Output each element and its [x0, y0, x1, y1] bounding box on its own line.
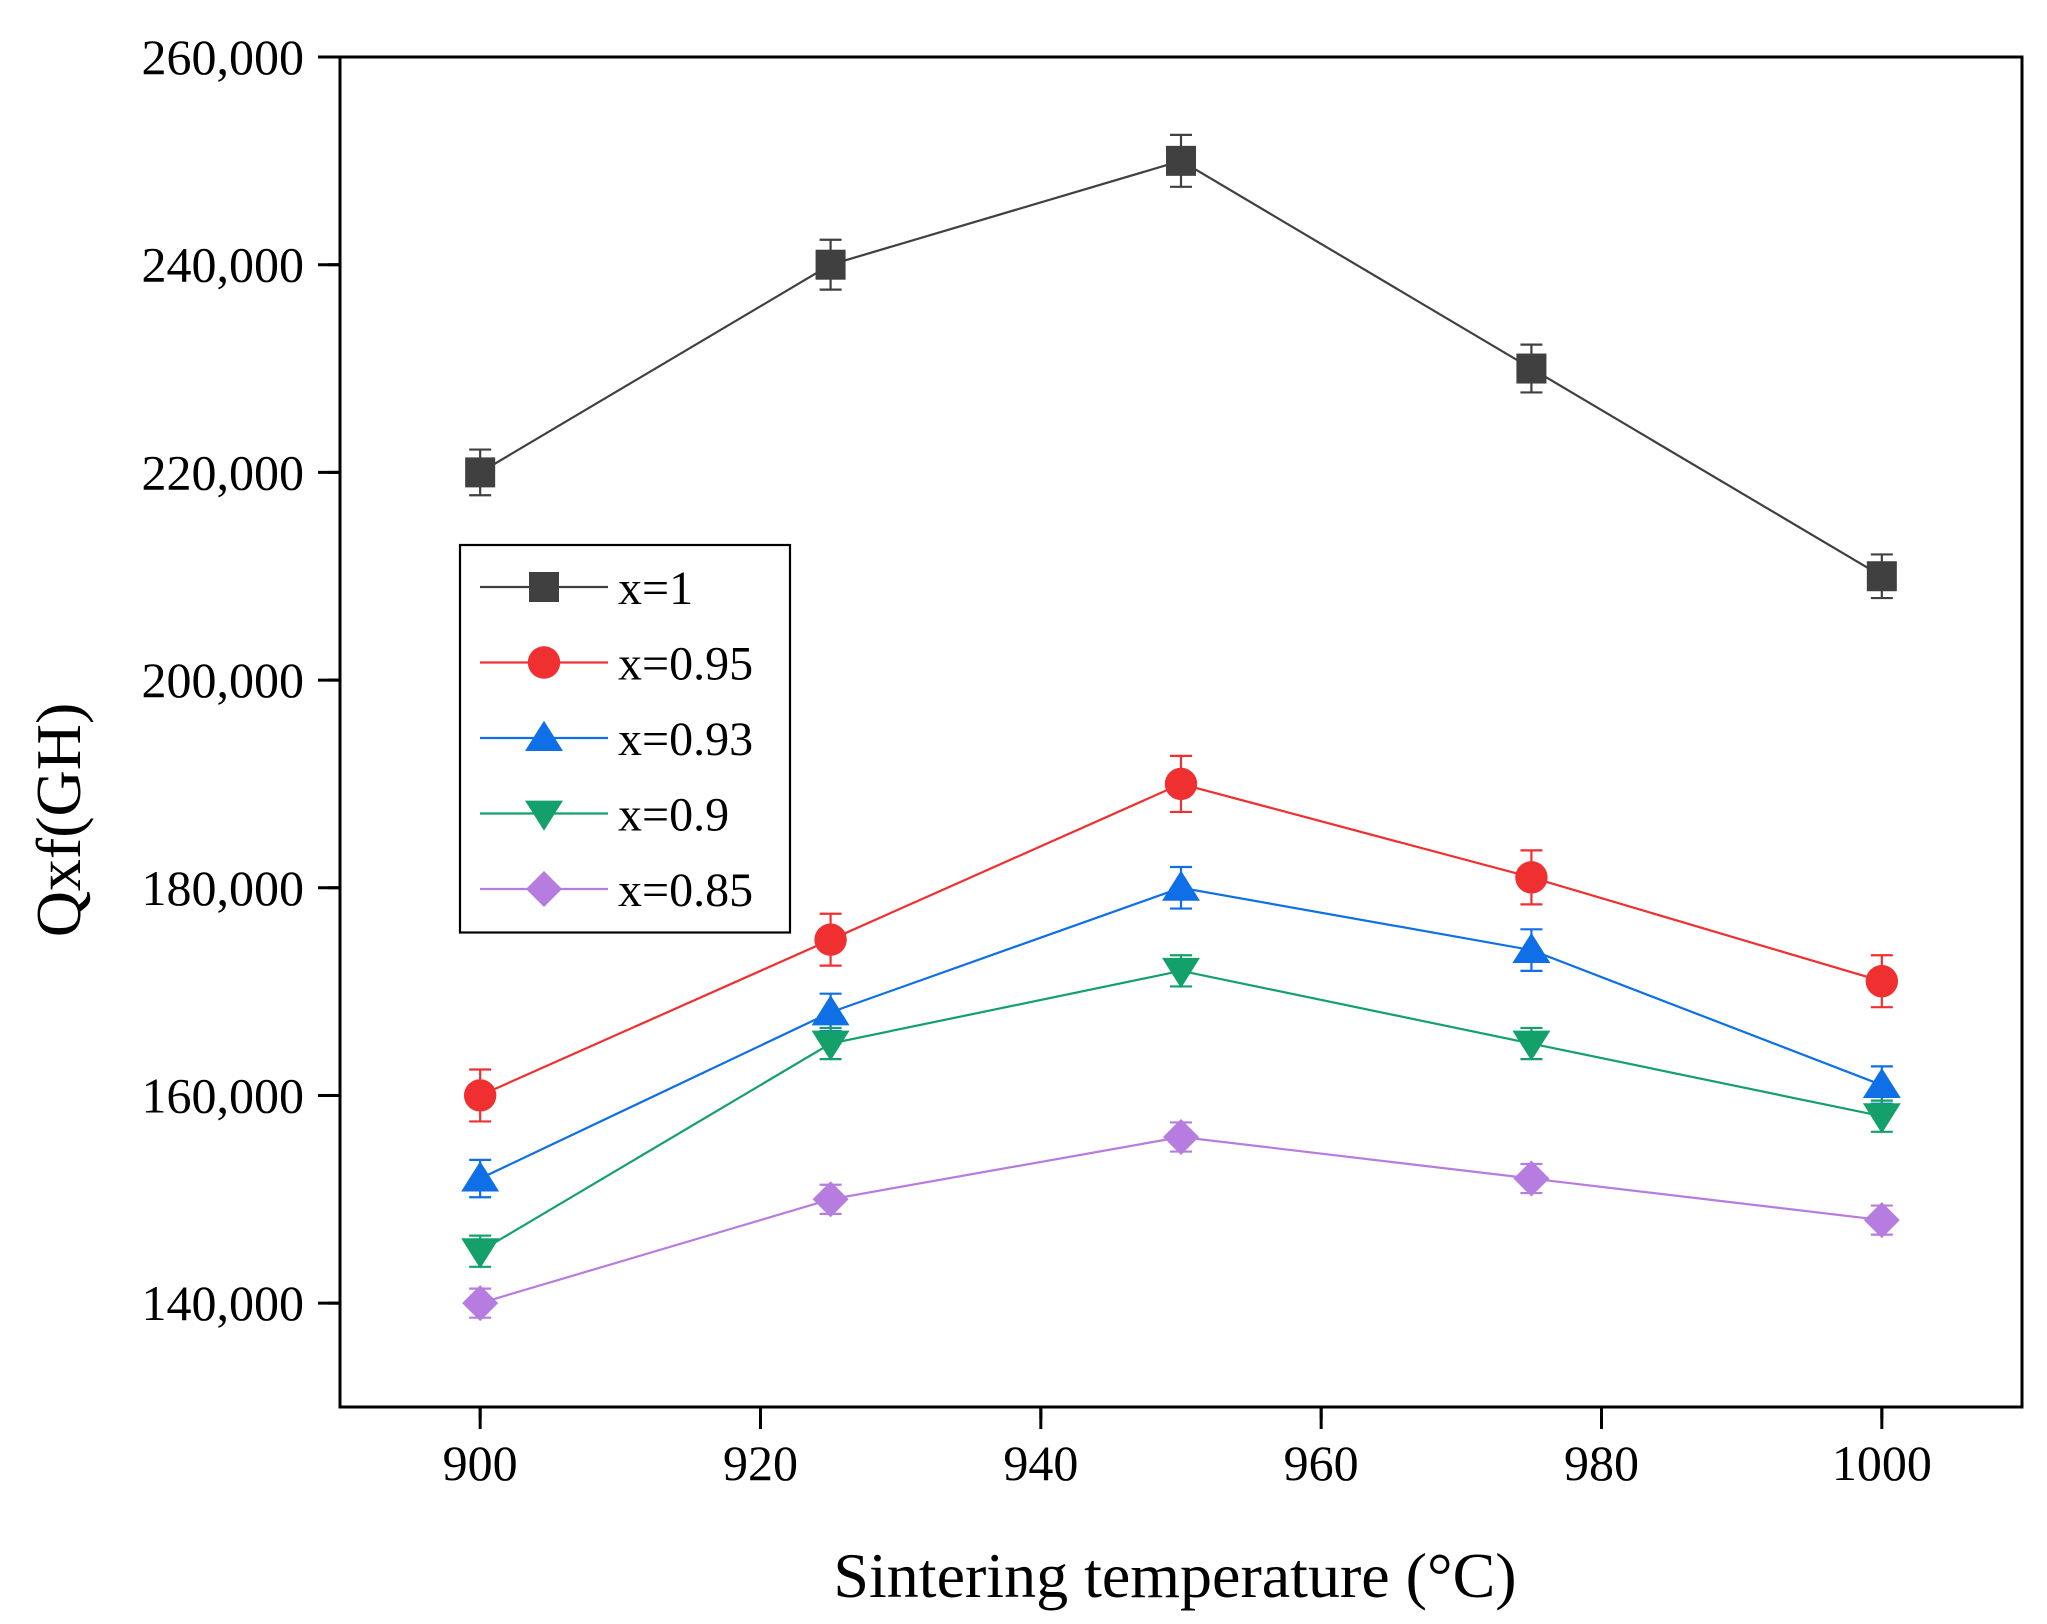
- data-point[interactable]: [1162, 957, 1200, 989]
- x-tick-label: 960: [1284, 1435, 1359, 1491]
- data-point[interactable]: [1516, 353, 1547, 384]
- series-layer: [461, 133, 1901, 1322]
- data-point[interactable]: [1512, 1030, 1551, 1061]
- x-tick-label: 1000: [1832, 1435, 1932, 1491]
- legend-item[interactable]: x=0.9: [480, 789, 729, 842]
- legend-item[interactable]: x=1: [480, 562, 693, 615]
- y-tick-label: 200,000: [142, 652, 305, 708]
- series-line: [479, 1135, 1882, 1305]
- data-point[interactable]: [1162, 870, 1200, 901]
- data-point[interactable]: [463, 1079, 497, 1112]
- data-point[interactable]: [465, 457, 496, 488]
- data-point[interactable]: [814, 923, 847, 956]
- data-point[interactable]: [811, 1030, 850, 1061]
- data-point[interactable]: [1865, 965, 1899, 998]
- y-axis: 140,000 160,000 180,000 200,000 220,000 240,0…: [142, 29, 340, 1331]
- data-point[interactable]: [1862, 1067, 1901, 1099]
- x-tick-label: 900: [443, 1435, 518, 1491]
- data-point[interactable]: [1164, 767, 1198, 801]
- data-point[interactable]: [1515, 861, 1548, 894]
- legend-label: x=1: [618, 562, 693, 615]
- x-axis: 900 920 940 960 980 1000: [443, 1407, 1932, 1491]
- x-tick-label: 980: [1564, 1435, 1639, 1491]
- series-line: [479, 159, 1883, 578]
- legend-label: x=0.85: [618, 864, 753, 917]
- y-axis-title: Qxf(GH): [23, 703, 94, 938]
- data-point[interactable]: [1513, 1160, 1550, 1197]
- data-point[interactable]: [812, 1181, 849, 1218]
- x-axis-title: Sintering temperature (°C): [833, 1540, 1516, 1611]
- data-point[interactable]: [1166, 145, 1196, 176]
- data-point[interactable]: [461, 1238, 500, 1269]
- series-line: [479, 969, 1883, 1253]
- legend-label: x=0.9: [618, 789, 729, 842]
- legend-item[interactable]: x=0.95: [480, 638, 753, 691]
- x-tick-label: 920: [723, 1435, 798, 1491]
- y-tick-label: 160,000: [142, 1067, 305, 1123]
- y-tick-label: 240,000: [142, 237, 305, 293]
- data-point[interactable]: [1512, 932, 1551, 964]
- y-tick-label: 180,000: [142, 860, 305, 916]
- legend-item[interactable]: x=0.85: [480, 864, 753, 917]
- series-x=1: [465, 133, 1897, 600]
- data-point[interactable]: [815, 249, 846, 280]
- legend-label: x=0.95: [618, 638, 753, 691]
- legend-marker[interactable]: [525, 720, 563, 751]
- plot-frame: [338, 55, 2024, 1409]
- series-x=0.85: [462, 1119, 1900, 1322]
- plot-area: [338, 55, 2024, 1409]
- legend-marker[interactable]: [527, 646, 561, 679]
- y-tick-label: 260,000: [142, 29, 305, 85]
- series-x=0.93: [461, 865, 1901, 1199]
- series-x=0.95: [463, 754, 1899, 1123]
- legend-marker[interactable]: [526, 871, 562, 907]
- data-point[interactable]: [461, 1161, 500, 1192]
- y-tick-label: 220,000: [142, 444, 305, 500]
- legend-marker[interactable]: [525, 800, 563, 831]
- data-point[interactable]: [1863, 1202, 1900, 1239]
- legend-label: x=0.93: [618, 713, 753, 766]
- series-x=0.9: [461, 954, 1901, 1269]
- x-tick-label: 940: [1003, 1435, 1078, 1491]
- data-point[interactable]: [811, 995, 850, 1026]
- data-point[interactable]: [1866, 561, 1897, 592]
- y-tick-label: 140,000: [142, 1275, 305, 1331]
- legend-marker[interactable]: [529, 572, 559, 602]
- data-point[interactable]: [1163, 1119, 1199, 1155]
- legend[interactable]: x=1 x=0.95 x=0.93 x=0.9 x=0.85: [458, 543, 792, 934]
- data-point[interactable]: [462, 1285, 499, 1322]
- data-point[interactable]: [1862, 1103, 1901, 1134]
- legend-item[interactable]: x=0.93: [480, 713, 753, 766]
